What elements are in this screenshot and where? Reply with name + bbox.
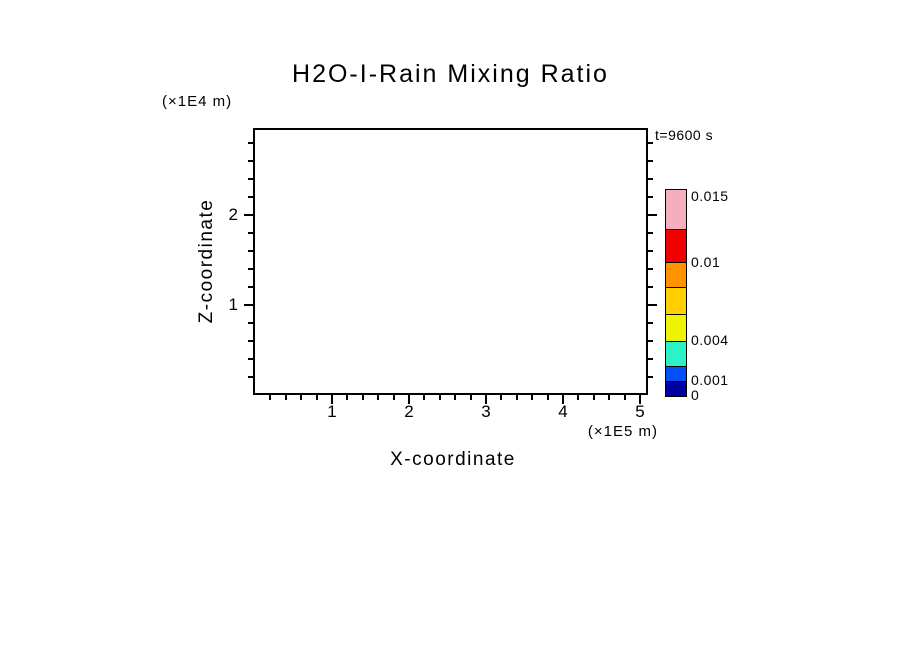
- x-axis-tick-major: [485, 395, 487, 404]
- colorbar-label: 0.01: [691, 254, 721, 271]
- time-annotation: t=9600 s: [655, 127, 714, 143]
- colorbar-segment-red: [666, 229, 686, 263]
- x-axis-tick-minor: [469, 395, 472, 400]
- x-axis-tick-minor: [546, 395, 549, 400]
- y-axis-tick-minor-right: [648, 340, 653, 342]
- y-axis-tick-major: [244, 214, 253, 216]
- colorbar: [665, 189, 687, 397]
- colorbar-segment-cyan: [666, 340, 686, 366]
- y-axis-tick-minor-right: [648, 358, 653, 360]
- y-axis-tick-minor-right: [648, 178, 653, 180]
- y-axis-tick-minor-right: [648, 196, 653, 198]
- y-axis-tick-minor: [248, 196, 253, 198]
- y-axis-tick-minor-right: [648, 286, 653, 288]
- x-axis-tick-minor: [300, 395, 303, 400]
- x-axis-tick-minor: [423, 395, 426, 400]
- x-axis-tick-minor: [438, 395, 441, 400]
- x-axis-tick-minor: [284, 395, 287, 400]
- x-axis-tick-minor: [515, 395, 518, 400]
- y-axis-tick-minor: [248, 268, 253, 270]
- y-axis-tick-label: 1: [228, 295, 238, 314]
- chart-title: H2O-I-Rain Mixing Ratio: [292, 60, 609, 88]
- x-axis-tick-minor: [361, 395, 364, 400]
- y-axis-unit-label: (×1E4 m): [162, 93, 233, 110]
- x-axis-tick-major: [331, 395, 333, 404]
- x-axis-tick-label: 1: [327, 402, 337, 421]
- colorbar-segment-orange: [666, 262, 686, 288]
- x-axis-tick-minor: [377, 395, 380, 400]
- y-axis-tick-minor: [248, 340, 253, 342]
- colorbar-label: 0.015: [691, 188, 729, 204]
- x-axis-tick-minor: [577, 395, 580, 400]
- x-axis-tick-minor: [592, 395, 595, 400]
- x-axis-tick-label: 5: [635, 402, 645, 421]
- y-axis-tick-minor-right: [648, 268, 653, 270]
- y-axis-tick-minor: [248, 286, 253, 288]
- x-axis-unit-label: (×1E5 m): [587, 423, 658, 440]
- y-axis-tick-minor-right: [648, 232, 653, 234]
- x-axis-tick-minor: [392, 395, 395, 400]
- x-axis-tick-label: 3: [481, 402, 491, 421]
- y-axis-tick-major-right: [648, 304, 657, 306]
- colorbar-label: 0.001: [691, 371, 729, 388]
- x-axis-tick-major: [408, 395, 410, 404]
- x-axis-tick-minor: [454, 395, 457, 400]
- colorbar-segment-pink: [666, 190, 686, 230]
- x-axis-tick-minor: [500, 395, 503, 400]
- y-axis-tick-minor-right: [648, 376, 653, 378]
- y-axis-tick-minor: [248, 250, 253, 252]
- y-axis-tick-minor-right: [648, 250, 653, 252]
- colorbar-segment-blue: [666, 365, 686, 381]
- y-axis-tick-minor: [248, 232, 253, 234]
- colorbar-segment-yellow: [666, 313, 686, 341]
- y-axis-tick-minor-right: [648, 142, 653, 144]
- y-axis-tick-minor: [248, 178, 253, 180]
- colorbar-label: 0.004: [691, 331, 729, 348]
- x-axis-title: X-coordinate: [390, 449, 516, 470]
- x-axis-tick-minor: [531, 395, 534, 400]
- x-axis-tick-minor: [346, 395, 349, 400]
- y-axis-tick-minor: [248, 322, 253, 324]
- y-axis-tick-minor: [248, 142, 253, 144]
- colorbar-label: 0: [691, 387, 700, 403]
- y-axis-tick-major: [244, 304, 253, 306]
- y-axis-tick-minor: [248, 160, 253, 162]
- x-axis-tick-label: 4: [558, 402, 568, 421]
- y-axis-tick-minor-right: [648, 160, 653, 162]
- x-axis-tick-major: [562, 395, 564, 404]
- y-axis-tick-minor-right: [648, 322, 653, 324]
- colorbar-segment-gold: [666, 287, 686, 314]
- x-axis-tick-minor: [623, 395, 626, 400]
- x-axis-tick-minor: [315, 395, 318, 400]
- y-axis-tick-major-right: [648, 214, 657, 216]
- plot-frame: [253, 128, 648, 395]
- x-axis-tick-label: 2: [404, 402, 414, 421]
- y-axis-tick-minor: [248, 358, 253, 360]
- y-axis-tick-label: 2: [228, 205, 238, 224]
- x-axis-tick-major: [639, 395, 641, 404]
- x-axis-tick-minor: [269, 395, 272, 400]
- x-axis-tick-minor: [608, 395, 611, 400]
- colorbar-segment-navy: [666, 380, 686, 396]
- y-axis-tick-minor: [248, 376, 253, 378]
